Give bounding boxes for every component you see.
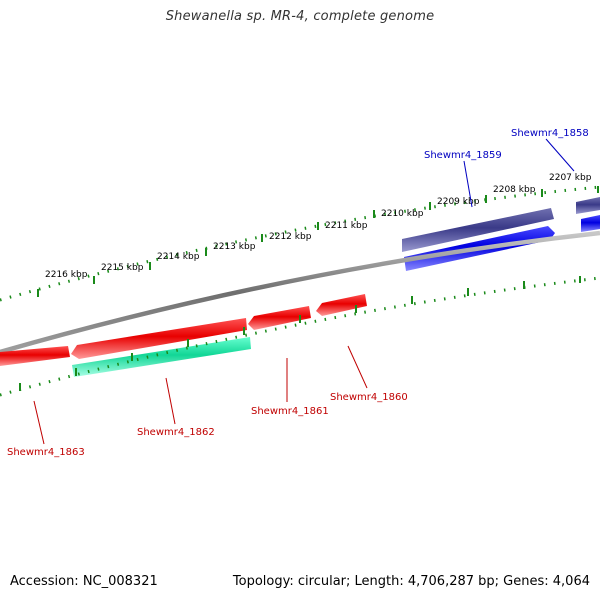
genome-backbone: [0, 230, 600, 355]
red-gene-row: [0, 294, 367, 366]
kbp-labels: 2207 kbp 2208 kbp 2209 kbp 2210 kbp 2211…: [45, 173, 592, 280]
gene-label-1859[interactable]: Shewmr4_1859: [424, 150, 502, 161]
callout-line-1858: [545, 138, 575, 172]
gene-shewmr4-1859[interactable]: [402, 208, 554, 252]
callout-line-1860: [347, 345, 368, 389]
gene-shewmr4-1863[interactable]: [0, 346, 70, 366]
callout-line-1859: [463, 160, 473, 208]
kbp-label: 2214 kbp: [157, 252, 200, 262]
kbp-label: 2207 kbp: [549, 173, 592, 183]
kbp-label: 2211 kbp: [325, 221, 368, 231]
gene-label-1861[interactable]: Shewmr4_1861: [251, 406, 329, 417]
outer-tick-ruler: [0, 185, 600, 302]
kbp-label: 2208 kbp: [493, 185, 536, 195]
gene-label-1860[interactable]: Shewmr4_1860: [330, 392, 408, 403]
gene-shewmr4-1860[interactable]: [316, 294, 367, 316]
map-title: Shewanella sp. MR-4, complete genome: [165, 9, 435, 24]
navy-gene-row: [402, 197, 600, 252]
topology-summary: Topology: circular; Length: 4,706,287 bp…: [232, 574, 590, 589]
callout-lines: [33, 138, 575, 445]
kbp-label: 2210 kbp: [381, 209, 424, 219]
kbp-label: 2212 kbp: [269, 232, 312, 242]
gene-shewmr4-1862[interactable]: [72, 337, 251, 377]
kbp-label: 2213 kbp: [213, 242, 256, 252]
kbp-label: 2209 kbp: [437, 197, 480, 207]
inner-tick-ruler: [0, 276, 600, 397]
gene-shewmr4-1858[interactable]: [576, 197, 600, 214]
gene-shewmr4-1861[interactable]: [248, 306, 311, 330]
gene-shewmr4-1858-cds[interactable]: [581, 215, 600, 232]
kbp-label: 2216 kbp: [45, 270, 88, 280]
accession-text: Accession: NC_008321: [10, 574, 158, 589]
callout-line-1863: [33, 400, 45, 445]
callout-line-1862: [165, 377, 176, 425]
gene-shewmr4-1862-cds[interactable]: [71, 318, 247, 359]
gene-label-1863[interactable]: Shewmr4_1863: [7, 447, 85, 458]
gene-label-1862[interactable]: Shewmr4_1862: [137, 427, 215, 438]
kbp-label: 2215 kbp: [101, 263, 144, 273]
gene-label-1858[interactable]: Shewmr4_1858: [511, 128, 589, 139]
